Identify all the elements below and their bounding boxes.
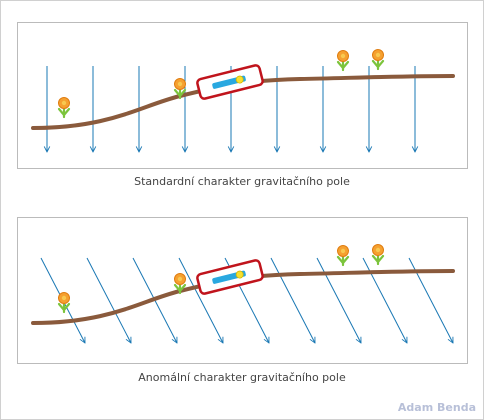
caption: Standardní charakter gravitačního pole: [134, 175, 350, 188]
panel-standard: [17, 22, 468, 169]
panel-frame: [17, 22, 468, 169]
gravity-arrow: [86, 257, 131, 343]
gravity-arrow: [178, 257, 223, 343]
author: Adam Benda: [398, 401, 476, 414]
panel-anomalous: [17, 217, 468, 364]
gravity-arrow: [270, 257, 315, 343]
panel-frame: [17, 217, 468, 364]
caption: Anomální charakter gravitačního pole: [138, 371, 346, 384]
